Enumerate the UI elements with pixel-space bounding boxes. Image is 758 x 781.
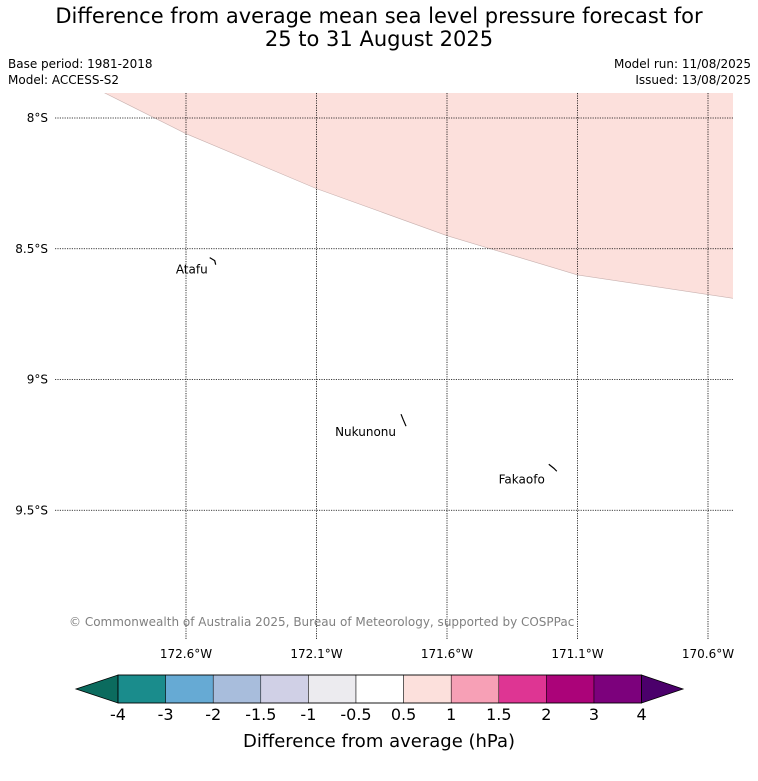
colorbar-segment [450,674,500,704]
colorbar-segment [498,674,547,704]
colorbar-segment [355,674,404,704]
title-line-2: 25 to 31 August 2025 [264,27,494,51]
atoll-coastline [400,413,407,427]
colorbar-tick: 2 [541,705,552,724]
copyright-notice: © Commonwealth of Australia 2025, Bureau… [69,615,574,629]
model-name: Model: ACCESS-S2 [8,73,120,87]
colorbar-tick: 3 [588,705,600,724]
colorbar-segment [403,674,452,704]
map-title: Difference from average mean sea level p… [0,5,758,51]
longitude-label: 172.6°W [160,647,212,661]
colorbar-segment [117,674,166,704]
place-label: Fakaofo [499,472,545,486]
colorbar-under-arrow [74,674,119,704]
atoll-coastline [548,463,558,472]
colorbar-frame [117,674,642,704]
longitude-label: 172.1°W [290,647,342,661]
model-run: Model run: 11/08/2025 [613,57,751,71]
base-period: Base period: 1981-2018 [8,57,153,71]
colorbar-tick: 4 [636,705,647,724]
longitude-label: 170.6°W [682,647,734,661]
title-line-1: Difference from average mean sea level p… [55,4,703,28]
latitude-label: 8.5°S [15,242,48,256]
place-label: Nukunonu [335,425,396,439]
colorbar-segment [546,674,595,704]
pressure-anomaly-area [104,93,733,299]
issued-date: Issued: 13/08/2025 [635,73,751,87]
colorbar-title: Difference from average (hPa) [242,731,516,752]
colorbar-tick: -0.5 [340,705,372,724]
meta-left: Base period: 1981-2018 Model: ACCESS-S2 [8,56,153,88]
meta-right: Model run: 11/08/2025 Issued: 13/08/2025 [614,56,751,88]
place-label: Atafu [176,263,208,277]
colorbar-tick: 1 [446,705,457,724]
latitude-label: 9°S [27,373,48,387]
colorbar-tick: -1.5 [245,705,277,724]
longitude-label: 171.1°W [551,647,603,661]
atoll-coastline [209,257,217,265]
colorbar-tick: -2 [205,705,222,724]
colorbar-tick: -1 [300,705,317,724]
latitude-label: 9.5°S [15,503,48,517]
colorbar-tick: 0.5 [390,705,417,724]
colorbar-tick: 1.5 [486,705,512,724]
colorbar-tick: -4 [110,705,126,724]
colorbar-tick: -3 [157,705,174,724]
colorbar-segment [260,674,309,704]
colorbar-segment [593,674,642,704]
colorbar-segment [212,674,262,704]
colorbar-segment [165,674,214,704]
longitude-label: 171.6°W [421,647,473,661]
colorbar-segment [308,674,357,704]
latitude-label: 8°S [27,111,48,125]
colorbar-over-arrow [641,674,685,704]
